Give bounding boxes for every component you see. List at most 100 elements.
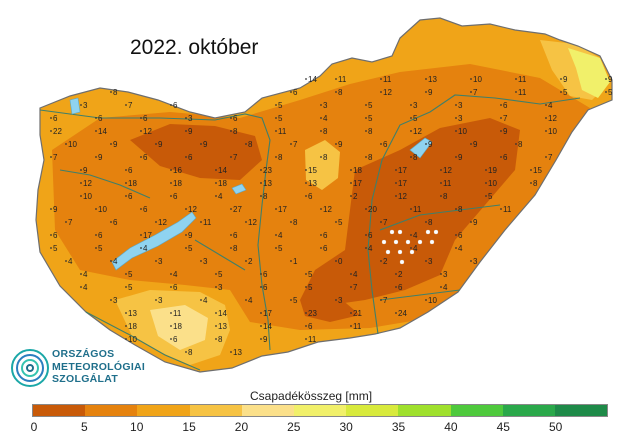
station-dot (545, 117, 547, 119)
lake-velence (231, 183, 247, 195)
legend-tick: 35 (391, 420, 406, 434)
station-dot (260, 312, 262, 314)
station-dot (365, 130, 367, 132)
station-dot (395, 195, 397, 197)
station-value: 11 (443, 179, 452, 188)
station-value: 13 (218, 322, 227, 331)
river-drava (85, 311, 201, 371)
station-dot (50, 234, 52, 236)
station-value: 4 (413, 244, 418, 253)
station-value: 9 (83, 166, 88, 175)
station-value: 12 (248, 218, 257, 227)
station-value: 9 (188, 127, 193, 136)
station-dot (260, 195, 262, 197)
station-value: 7 (53, 153, 58, 162)
station-value: 11 (353, 322, 362, 331)
station-value: 8 (263, 192, 268, 201)
station-value: 9 (263, 335, 268, 344)
station-value: 15 (533, 166, 542, 175)
station-value: 18 (353, 166, 362, 175)
station-dot (275, 234, 277, 236)
station-dot (305, 325, 307, 327)
legend-title: Csapadékösszeg [mm] (250, 389, 373, 403)
station-value: 10 (98, 205, 107, 214)
station-value: 4 (143, 244, 148, 253)
station-value: 2 (383, 257, 388, 266)
station-value: 12 (383, 88, 392, 97)
station-value: 6 (308, 192, 313, 201)
station-dot (260, 325, 262, 327)
station-dot (215, 182, 217, 184)
station-value: 10 (458, 127, 467, 136)
station-dot (140, 247, 142, 249)
station-value: 6 (143, 153, 148, 162)
station-dot (350, 195, 352, 197)
station-value: 9 (158, 140, 163, 149)
station-dot (380, 299, 382, 301)
station-dot (320, 130, 322, 132)
station-dot (170, 182, 172, 184)
station-value: 8 (518, 140, 523, 149)
station-value: 14 (218, 309, 227, 318)
station-dot (260, 273, 262, 275)
station-value: 12 (83, 179, 92, 188)
station-dot (230, 208, 232, 210)
station-value: 3 (83, 101, 88, 110)
lakes (69, 97, 433, 271)
station-value: 4 (278, 231, 283, 240)
station-dot (485, 169, 487, 171)
legend-ticks: 0 5 10 15 20 25 30 35 40 45 50 (0, 420, 640, 436)
station-value: 16 (173, 166, 182, 175)
station-value: 6 (263, 283, 268, 292)
station-value: 4 (548, 101, 553, 110)
station-value: 8 (233, 127, 238, 136)
station-value: 6 (233, 114, 238, 123)
station-dot (395, 273, 397, 275)
station-dot (335, 78, 337, 80)
station-dot (170, 325, 172, 327)
station-dot (410, 104, 412, 106)
legend-swatch-9 (502, 405, 555, 416)
station-dot (170, 312, 172, 314)
station-dot (140, 208, 142, 210)
station-value: 6 (143, 114, 148, 123)
station-dot (425, 260, 427, 262)
station-dot (110, 143, 112, 145)
station-dot (260, 182, 262, 184)
station-value: 5 (488, 192, 493, 201)
station-value: 6 (98, 231, 103, 240)
station-value: 8 (443, 192, 448, 201)
station-value: 4 (443, 283, 448, 292)
station-dot (410, 247, 412, 249)
station-dot (185, 208, 187, 210)
station-dot (110, 91, 112, 93)
legend-swatch-3 (189, 405, 242, 416)
station-dot (515, 91, 517, 93)
station-value: 2 (398, 270, 403, 279)
station-dot (440, 273, 442, 275)
station-value: 12 (548, 114, 557, 123)
station-dot (485, 195, 487, 197)
station-dot (440, 286, 442, 288)
station-dot (50, 130, 52, 132)
station-dot (320, 234, 322, 236)
legend-color-bar (32, 404, 608, 417)
station-value: 11 (278, 127, 287, 136)
station-dot (95, 130, 97, 132)
station-dot (230, 156, 232, 158)
station-value: 11 (518, 88, 527, 97)
station-value: 14 (263, 322, 272, 331)
station-value: 3 (473, 257, 478, 266)
station-dot (530, 169, 532, 171)
station-value: 9 (98, 153, 103, 162)
omsz-logo-icon (11, 349, 49, 387)
station-value: 18 (218, 179, 227, 188)
station-value: 6 (458, 231, 463, 240)
station-dot (125, 104, 127, 106)
station-value: 4 (83, 270, 88, 279)
station-dot (545, 104, 547, 106)
station-dot (305, 182, 307, 184)
logo-line-2: METEOROLÓGIAI (52, 360, 146, 373)
station-value: 6 (128, 192, 133, 201)
station-value: 3 (458, 101, 463, 110)
